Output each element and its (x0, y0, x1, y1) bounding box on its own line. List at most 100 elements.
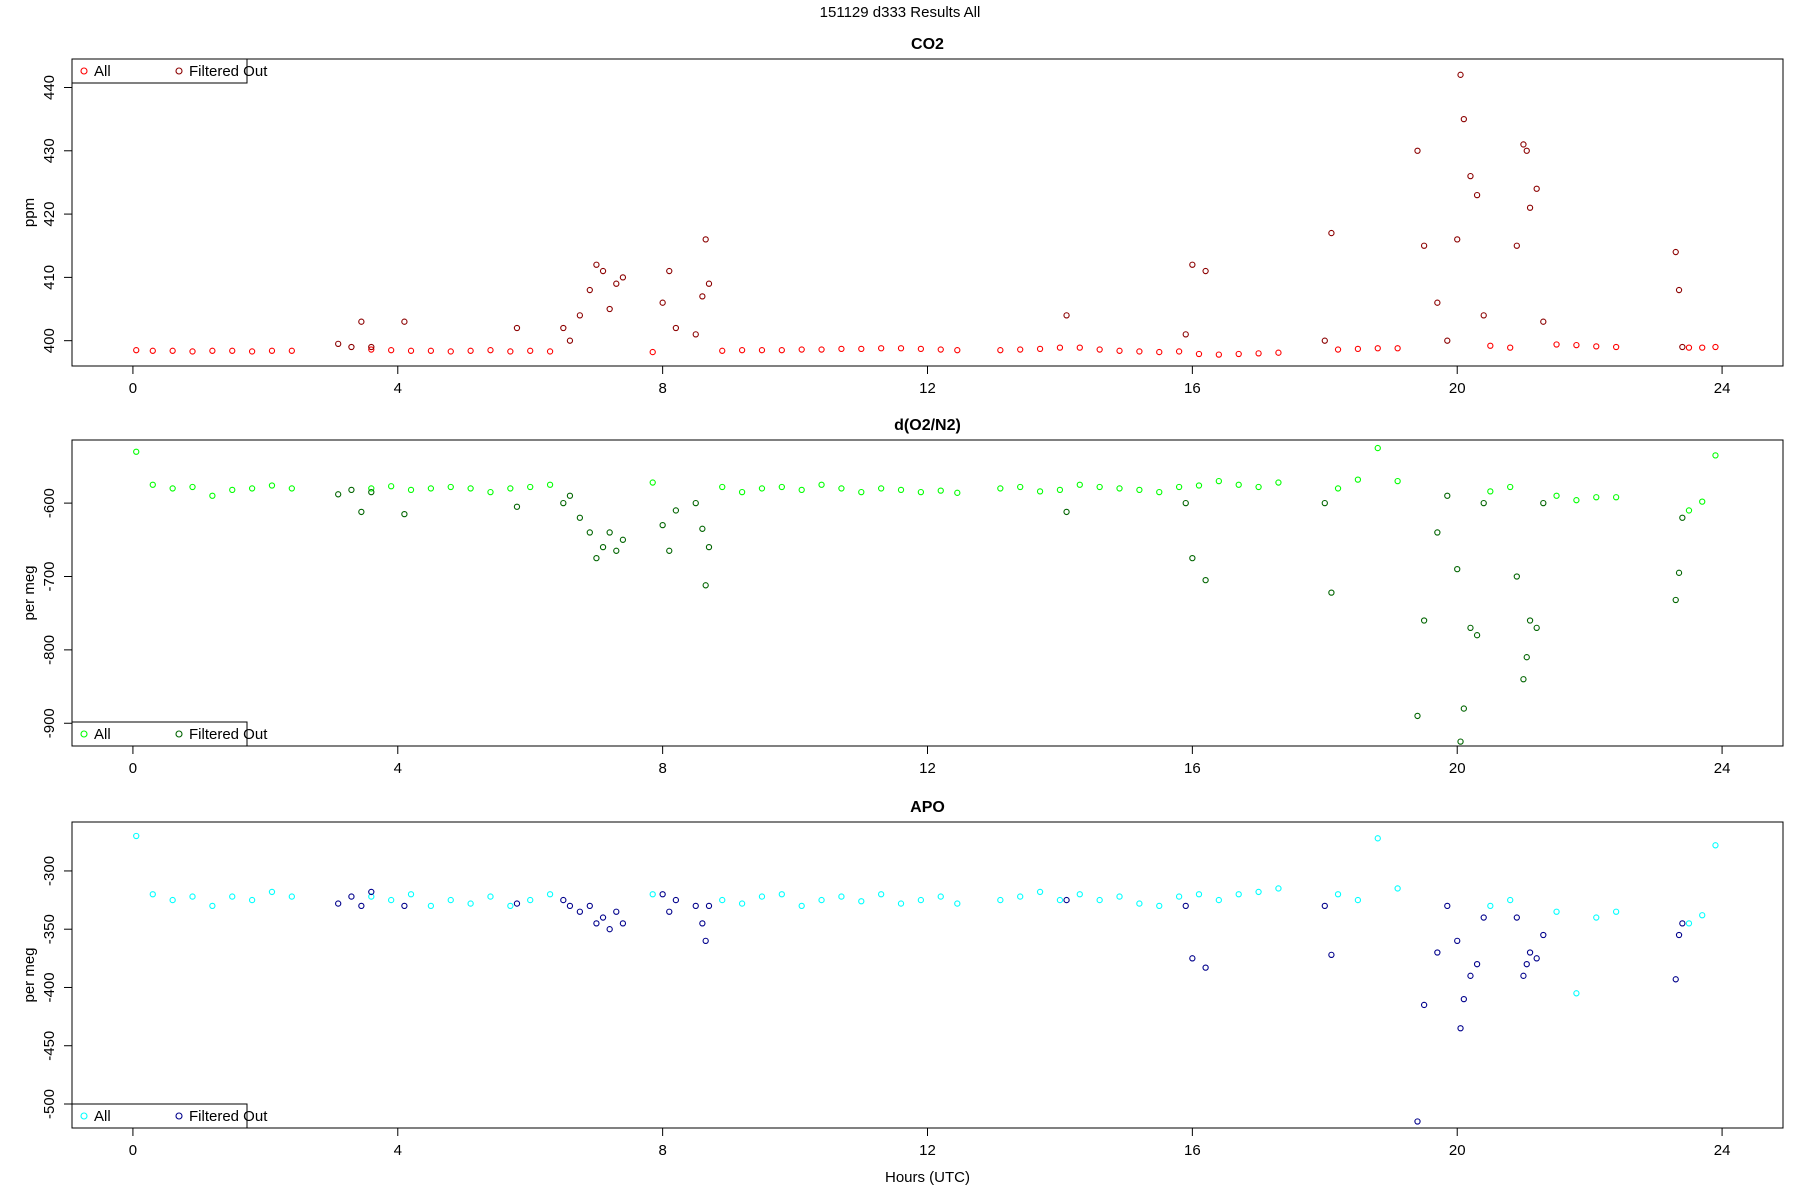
data-point (699, 920, 706, 927)
data-point (1195, 350, 1203, 358)
data-point (1467, 172, 1474, 180)
x-tick-label: 24 (1714, 380, 1731, 397)
data-point (1414, 147, 1421, 154)
data-point (487, 488, 494, 496)
data-point (560, 499, 567, 507)
data-point (1523, 147, 1530, 154)
data-point (954, 900, 961, 907)
y-tick-label: -450 (41, 1031, 58, 1061)
data-point (897, 900, 905, 907)
data-point (1420, 242, 1428, 249)
data-point (1513, 573, 1520, 580)
data-point (917, 488, 925, 496)
data-point (1354, 345, 1362, 353)
data-point (1354, 476, 1362, 483)
data-point (586, 286, 593, 294)
data-point (1334, 346, 1342, 353)
y-tick-label: 410 (41, 265, 58, 290)
data-point (189, 348, 196, 355)
legend-label: All (94, 726, 111, 743)
data-point (1182, 902, 1189, 910)
data-point (666, 547, 673, 554)
data-point (1520, 141, 1527, 148)
data-point (1215, 896, 1222, 904)
data-point (1017, 346, 1024, 353)
data-point (513, 503, 521, 510)
legend-label: All (94, 1108, 111, 1125)
data-point (1175, 348, 1183, 355)
data-point (1202, 577, 1209, 584)
data-point (335, 900, 342, 907)
x-axis-label: Hours (UTC) (885, 1169, 970, 1186)
data-point (1414, 712, 1421, 720)
data-point (288, 893, 295, 900)
legend-marker (175, 67, 183, 75)
legend-box (71, 721, 248, 747)
data-point (1612, 494, 1620, 501)
data-point (877, 485, 885, 492)
data-point (447, 896, 454, 904)
data-point (599, 914, 607, 921)
data-point (858, 488, 865, 496)
data-point (1593, 914, 1600, 921)
x-tick-label: 24 (1714, 760, 1731, 777)
x-tick-label: 16 (1184, 760, 1201, 777)
data-point (388, 483, 395, 490)
data-point (1096, 483, 1103, 491)
data-point (1195, 891, 1203, 898)
data-point (1454, 937, 1461, 945)
data-point (248, 896, 256, 904)
data-point (348, 486, 355, 494)
data-point (666, 908, 673, 915)
data-point (560, 896, 567, 904)
data-point (1182, 499, 1189, 507)
data-point (169, 347, 176, 354)
page-title: 151129 d333 Results All (820, 4, 981, 21)
data-point (699, 293, 706, 300)
data-point (997, 485, 1004, 492)
data-point (248, 485, 256, 492)
data-point (702, 937, 709, 945)
data-point (407, 347, 415, 354)
data-point (1096, 896, 1103, 904)
data-point (1520, 676, 1527, 683)
data-point (447, 348, 454, 355)
legend-label: Filtered Out (189, 1108, 268, 1125)
data-point (649, 891, 656, 898)
x-tick-label: 8 (658, 760, 666, 777)
data-point (335, 340, 342, 347)
data-point (1672, 248, 1679, 256)
data-point (209, 902, 216, 910)
data-point (1215, 477, 1222, 485)
data-point (1480, 914, 1487, 921)
data-point (897, 486, 905, 494)
data-point (877, 345, 885, 352)
data-point (1444, 902, 1451, 910)
data-point (937, 346, 944, 353)
legend-marker (175, 730, 183, 738)
data-point (368, 485, 375, 492)
data-point (1573, 341, 1580, 349)
data-point (649, 348, 656, 356)
data-point (1036, 888, 1044, 896)
x-tick-label: 16 (1184, 1142, 1201, 1159)
data-point (593, 261, 600, 268)
data-point (1156, 902, 1163, 910)
data-point (1533, 955, 1540, 962)
data-point (649, 479, 656, 486)
data-point (613, 280, 620, 287)
data-point (1434, 949, 1441, 956)
legend-box (71, 1103, 248, 1129)
data-point (1394, 477, 1401, 485)
data-point (1063, 508, 1070, 516)
data-point (1467, 624, 1474, 632)
data-point (997, 347, 1004, 354)
data-point (666, 267, 673, 275)
data-point (858, 345, 865, 353)
data-point (209, 347, 216, 354)
data-point (619, 920, 627, 927)
y-tick-label: -300 (41, 856, 58, 886)
data-point (388, 896, 395, 904)
data-point (368, 343, 375, 351)
panel-title: CO2 (911, 36, 944, 53)
